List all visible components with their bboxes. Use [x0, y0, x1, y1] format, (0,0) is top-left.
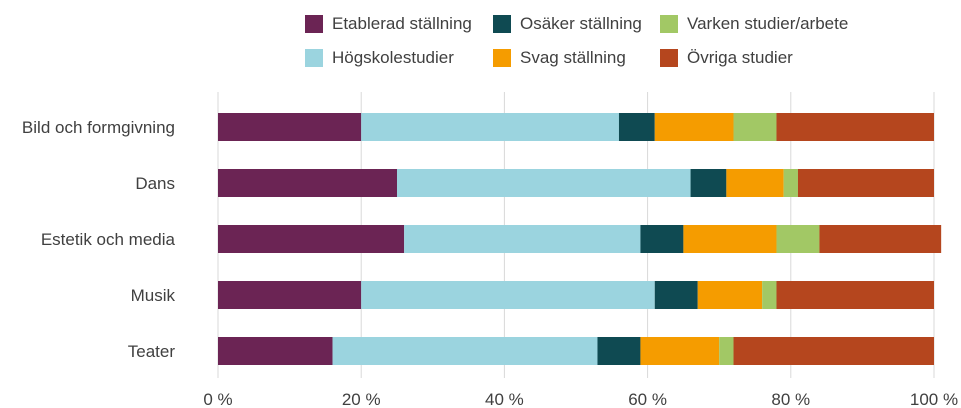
- bar-segment: [690, 169, 727, 197]
- legend-swatch: [660, 49, 678, 67]
- x-tick-labels: 0 % 20 % 40 % 60 % 80 % 100 %: [203, 390, 958, 408]
- bar-segment: [218, 225, 405, 253]
- bar-segment: [776, 225, 820, 253]
- bar-segment: [783, 169, 798, 197]
- legend-label: Högskolestudier: [332, 48, 454, 67]
- legend-item: Varken studier/arbete: [660, 13, 848, 35]
- x-tick-label: 0 %: [203, 390, 232, 408]
- bar-segment: [218, 337, 333, 365]
- bar-segment: [726, 169, 784, 197]
- legend-swatch: [660, 15, 678, 33]
- category-label: Musik: [131, 286, 176, 305]
- x-tick-label: 60 %: [628, 390, 667, 408]
- bar-segment: [361, 281, 655, 309]
- legend-label: Svag ställning: [520, 48, 626, 67]
- legend-label: Varken studier/arbete: [687, 14, 849, 33]
- category-label: Dans: [135, 174, 175, 193]
- legend-swatch: [305, 49, 323, 67]
- bar-segment: [640, 225, 684, 253]
- legend-item: Övriga studier: [660, 47, 793, 69]
- bars: [218, 113, 942, 365]
- legend-item: Svag ställning: [493, 47, 626, 69]
- bar-segment: [361, 113, 619, 141]
- x-tick-label: 20 %: [342, 390, 381, 408]
- category-label: Teater: [128, 342, 176, 361]
- bar-segment: [719, 337, 734, 365]
- bar-segment: [218, 169, 397, 197]
- x-tick-label: 40 %: [485, 390, 524, 408]
- x-tick-label: 100 %: [910, 390, 958, 408]
- legend-item: Högskolestudier: [305, 47, 454, 69]
- bar-segment: [776, 113, 934, 141]
- legend-item: Etablerad ställning: [305, 13, 472, 35]
- bar-segment: [654, 113, 734, 141]
- legend-label: Osäker ställning: [520, 14, 642, 33]
- bar-segment: [640, 337, 720, 365]
- legend-swatch: [493, 15, 511, 33]
- legend-item: Osäker ställning: [493, 13, 642, 35]
- bar-segment: [332, 337, 598, 365]
- legend-swatch: [305, 15, 323, 33]
- bar-segment: [397, 169, 691, 197]
- bar-segment: [762, 281, 777, 309]
- bar-segment: [819, 225, 942, 253]
- category-labels: Bild och formgivning Dans Estetik och medi…: [22, 118, 176, 361]
- bar-segment: [218, 113, 362, 141]
- bar-segment: [733, 113, 777, 141]
- category-label: Estetik och media: [41, 230, 176, 249]
- x-tick-label: 80 %: [771, 390, 810, 408]
- bar-segment: [697, 281, 763, 309]
- category-label: Bild och formgivning: [22, 118, 175, 137]
- bar-segment: [776, 281, 934, 309]
- bar-segment: [218, 281, 362, 309]
- bar-segment: [683, 225, 777, 253]
- bar-segment: [597, 337, 641, 365]
- bar-segment: [733, 337, 934, 365]
- legend-label: Etablerad ställning: [332, 14, 472, 33]
- legend-label: Övriga studier: [687, 48, 793, 67]
- bar-segment: [404, 225, 641, 253]
- bar-segment: [654, 281, 698, 309]
- bar-segment: [618, 113, 655, 141]
- legend-swatch: [493, 49, 511, 67]
- bar-segment: [797, 169, 934, 197]
